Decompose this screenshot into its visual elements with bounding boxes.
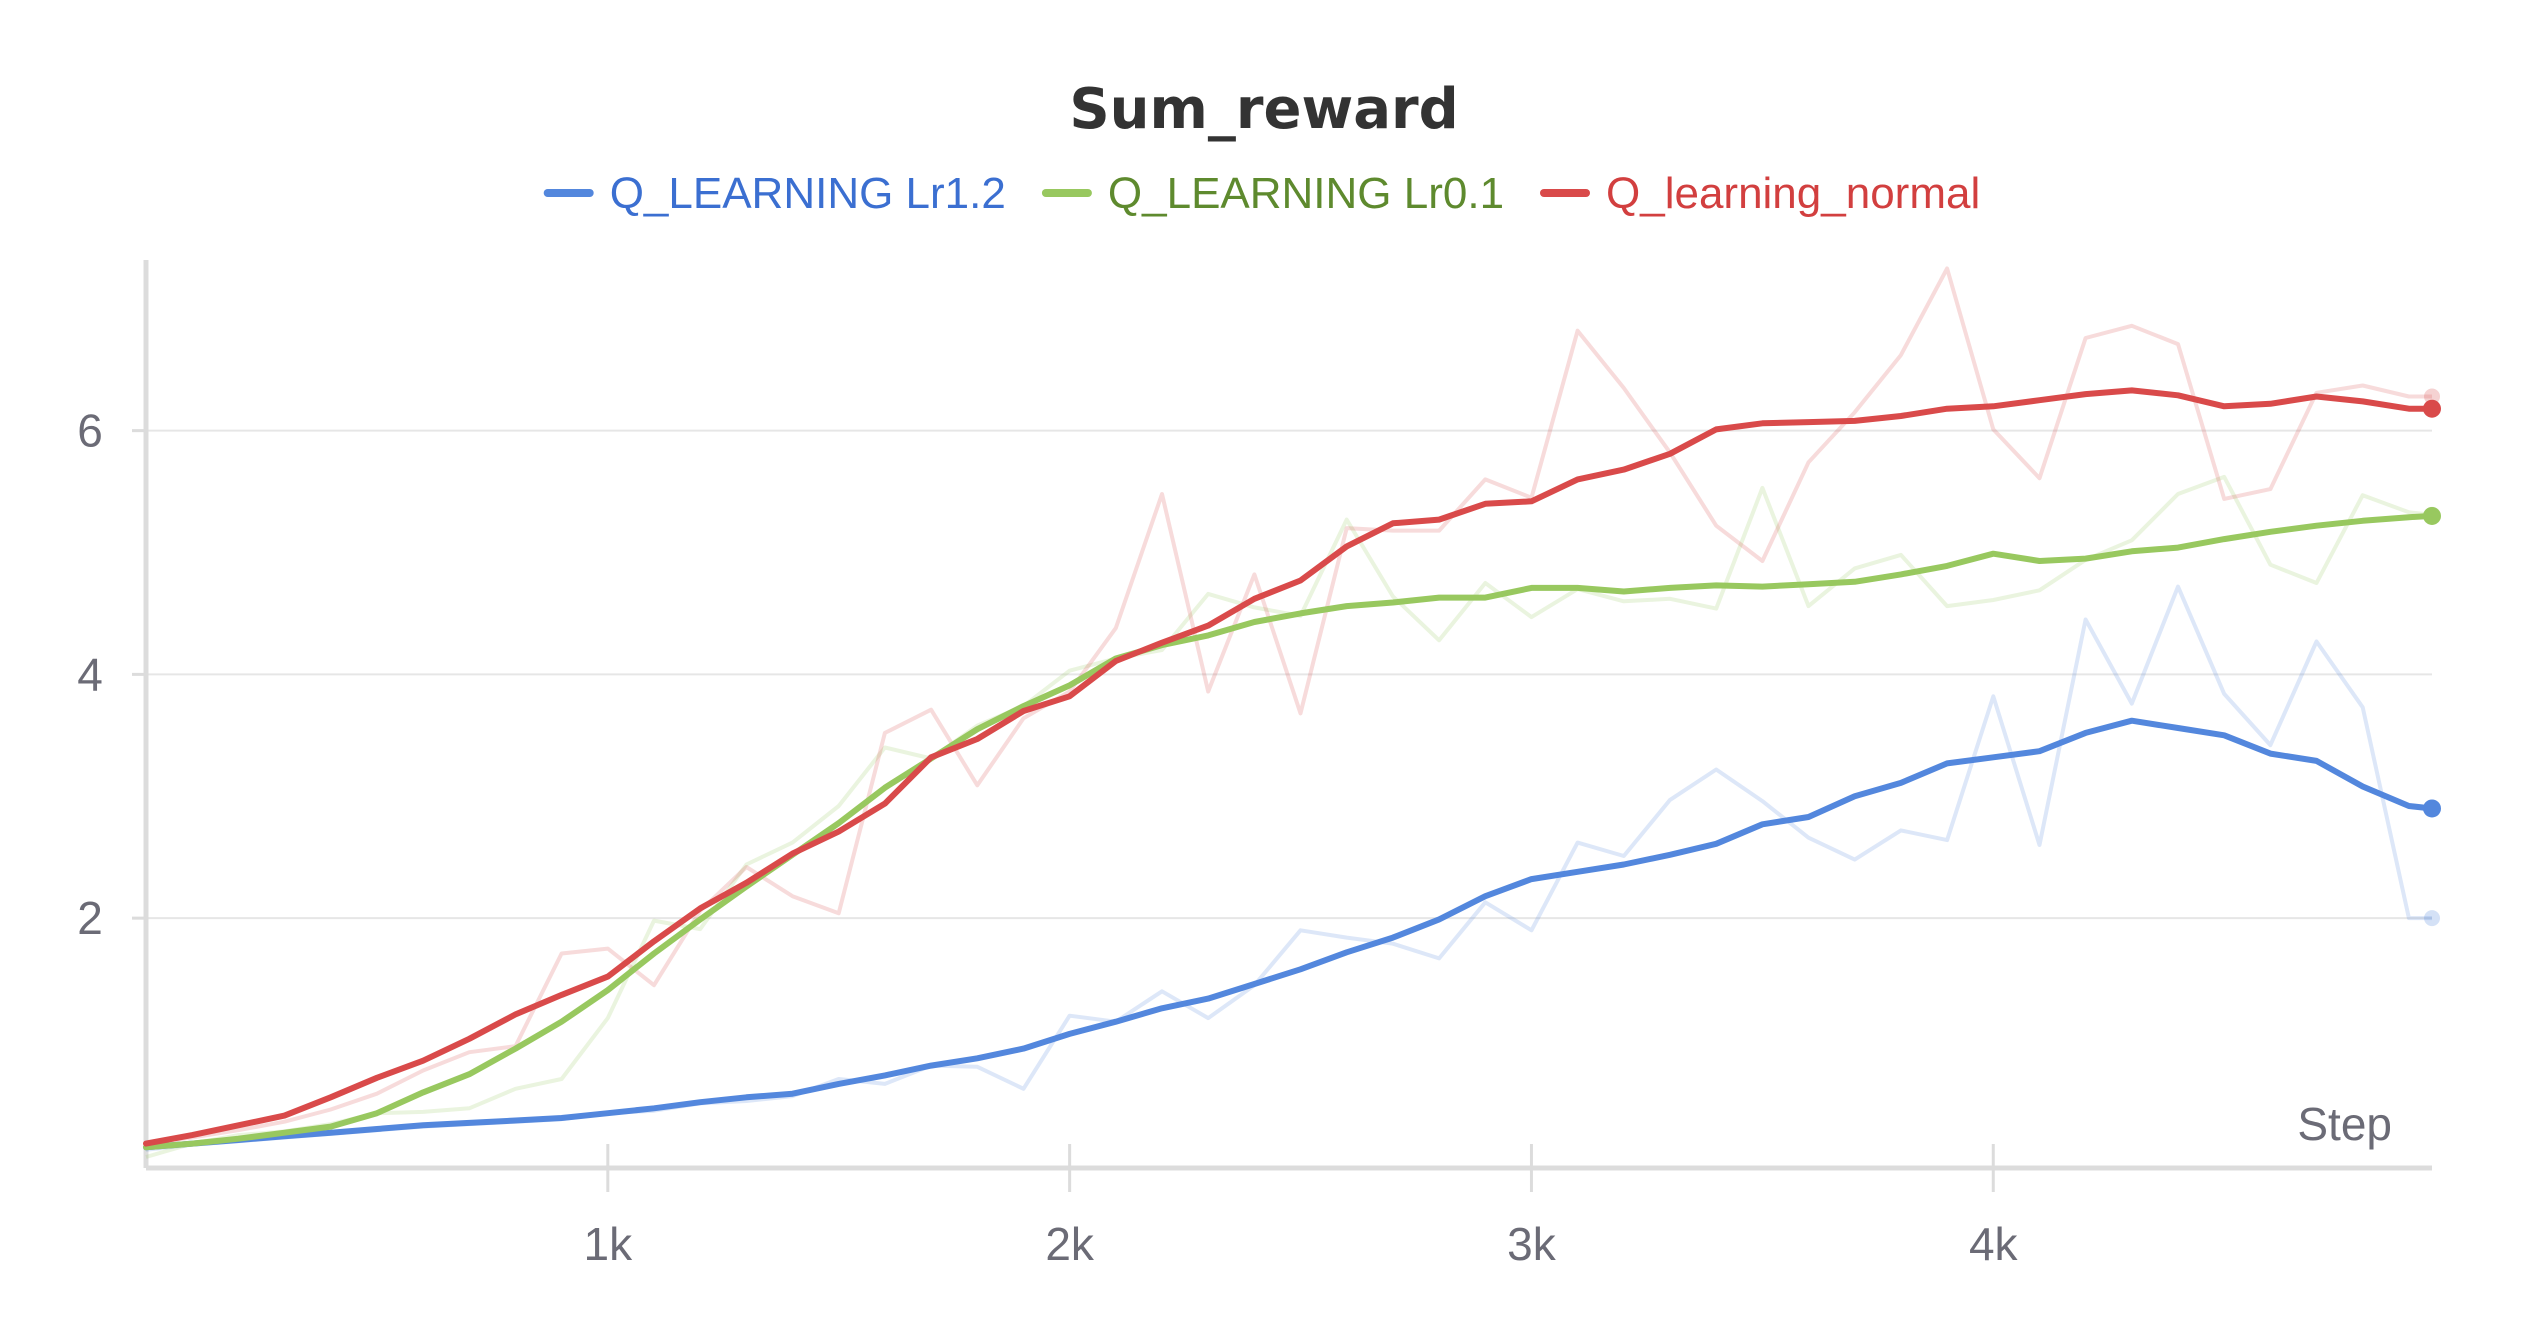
legend: Q_LEARNING Lr1.2 Q_LEARNING Lr0.1 Q_learni… bbox=[548, 169, 1981, 218]
series-layer bbox=[146, 269, 2441, 1158]
x-tick-label-2k: 2k bbox=[1045, 1218, 1095, 1270]
y-tick-label-4: 4 bbox=[77, 648, 103, 700]
axis-layer: 2 4 6 1k 2k 3k 4k bbox=[77, 260, 2432, 1270]
series-line-q-learning-lr0-1[interactable] bbox=[146, 516, 2432, 1147]
y-tick-label-2: 2 bbox=[77, 892, 103, 944]
legend-label-q-learning-lr1-2: Q_LEARNING Lr1.2 bbox=[610, 169, 1006, 218]
series-raw-endpoint-q-learning-lr1-2 bbox=[2424, 910, 2440, 926]
series-line-q-learning-normal[interactable] bbox=[146, 390, 2432, 1143]
x-tick-label-1k: 1k bbox=[584, 1218, 634, 1270]
series-endpoint-q-learning-lr0-1[interactable] bbox=[2423, 507, 2441, 525]
chart-title: Sum_reward bbox=[1069, 77, 1458, 142]
series-raw-line-q-learning-normal bbox=[146, 269, 2432, 1144]
x-tick-label-3k: 3k bbox=[1507, 1218, 1557, 1270]
series-line-q-learning-lr1-2[interactable] bbox=[146, 721, 2432, 1148]
legend-item-q-learning-lr1-2[interactable]: Q_LEARNING Lr1.2 bbox=[548, 169, 1006, 218]
legend-item-q-learning-normal[interactable]: Q_learning_normal bbox=[1544, 169, 1980, 218]
x-axis-label: Step bbox=[2297, 1098, 2392, 1150]
legend-item-q-learning-lr0-1[interactable]: Q_LEARNING Lr0.1 bbox=[1046, 169, 1504, 218]
x-tick-label-4k: 4k bbox=[1969, 1218, 2019, 1270]
legend-label-q-learning-normal: Q_learning_normal bbox=[1606, 169, 1980, 218]
series-endpoint-q-learning-normal[interactable] bbox=[2423, 400, 2441, 418]
series-endpoint-q-learning-lr1-2[interactable] bbox=[2423, 799, 2441, 817]
series-raw-line-q-learning-lr0-1 bbox=[146, 477, 2432, 1157]
y-tick-label-6: 6 bbox=[77, 405, 103, 457]
legend-label-q-learning-lr0-1: Q_LEARNING Lr0.1 bbox=[1108, 169, 1504, 218]
